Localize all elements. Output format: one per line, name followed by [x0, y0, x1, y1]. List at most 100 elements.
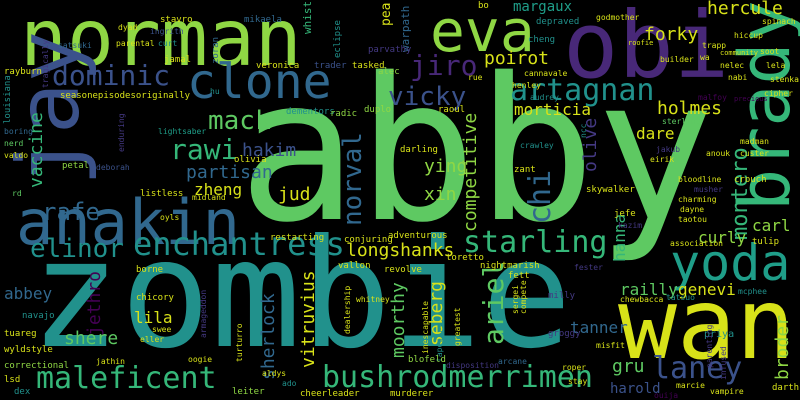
word-trapp: trapp	[702, 41, 727, 50]
word-elinor: elinor	[30, 234, 124, 264]
word-compete: compete	[519, 280, 528, 314]
word-hu: hu	[210, 87, 220, 96]
word-poirot: poirot	[484, 48, 550, 69]
word-tulip: tulip	[752, 237, 780, 247]
word-oyls: oyls	[160, 213, 180, 222]
word-marcie: marcie	[676, 381, 705, 390]
word-wyldstyle: wyldstyle	[4, 345, 53, 355]
word-louisiana: louisiana	[3, 75, 13, 124]
word-parenting: parenting	[705, 324, 714, 368]
word-norval: norval	[338, 132, 368, 226]
word-margaux: margaux	[513, 0, 573, 15]
word-sterling: sterling	[662, 117, 701, 126]
word-artagnan: artagnan	[510, 73, 655, 108]
word-lila: lila	[134, 308, 173, 327]
word-bloodline: bloodline	[678, 175, 722, 184]
word-norman: norman	[20, 0, 302, 84]
word-kazim: kazim	[618, 221, 643, 230]
word-radic: radic	[330, 109, 358, 119]
word-priya: priya	[704, 329, 735, 340]
word-abby: abby	[238, 35, 715, 266]
word-dyad: dyad	[118, 23, 138, 32]
word-henley: henley	[512, 81, 541, 90]
word-harold: harold	[610, 381, 661, 397]
word-murderer: murderer	[390, 389, 434, 399]
word-groggy: groggy	[548, 329, 581, 339]
word-obi: obi	[563, 0, 730, 99]
word-skywalker: skywalker	[586, 185, 635, 195]
word-dominic: dominic	[52, 59, 171, 92]
word-fett: fett	[508, 271, 530, 281]
word-midland: midland	[192, 193, 226, 202]
word-rue: rue	[468, 73, 483, 82]
word-yoda: yoda	[670, 234, 791, 292]
word-morticia: morticia	[514, 100, 592, 119]
word-jakub: jakub	[656, 145, 681, 154]
word-hercule: hercule	[707, 0, 783, 19]
word-blofeld: blofeld	[408, 355, 446, 365]
word-tatsuo: tatsuo	[666, 293, 695, 302]
word-rawi: rawi	[170, 133, 238, 166]
word-holmes: holmes	[657, 98, 723, 119]
word-mikaela: mikaela	[244, 15, 282, 25]
word-whist: whist	[301, 0, 314, 34]
word-musher: musher	[694, 185, 723, 194]
word-olivia: olivia	[234, 155, 267, 165]
word-maleficent: maleficent	[36, 361, 217, 396]
word-zombie: zombie	[30, 208, 572, 382]
word-borne: borne	[136, 265, 164, 275]
word-railly: railly	[620, 280, 678, 299]
word-jathin: jathin	[96, 357, 125, 366]
word-eclipse: eclipse	[333, 20, 343, 58]
word-xin: xin	[424, 184, 457, 205]
word-parental: parental	[116, 39, 155, 48]
word-ying: ying	[424, 156, 468, 177]
word-association: association	[670, 239, 723, 248]
word-trader: trader	[314, 61, 347, 71]
word-wa: wa	[700, 53, 710, 62]
word-jefe: jefe	[614, 209, 636, 219]
word-whitney: whitney	[356, 295, 390, 304]
word-tuareg: tuareg	[4, 329, 37, 339]
word-nelec: nelec	[720, 61, 745, 70]
word-oogie: oogie	[188, 355, 213, 364]
word-longshanks: longshanks	[346, 240, 455, 261]
word-custer: custer	[740, 149, 769, 158]
word-pea: pea	[379, 2, 394, 26]
word-lightsaber: lightsaber	[158, 127, 207, 136]
word-satsuki: satsuki	[58, 41, 92, 50]
word-malfoy: malfoy	[698, 93, 727, 102]
word-toretto: toretto	[446, 253, 484, 263]
word-rafe: rafe	[42, 198, 100, 226]
word-darth: darth	[772, 383, 800, 393]
word-stenka: stenka	[770, 75, 799, 84]
word-bo: bo	[478, 1, 489, 11]
word-chewbacca: chewbacca	[620, 295, 664, 304]
word-dare: dare	[636, 124, 675, 143]
word-partisan: partisan	[186, 162, 273, 183]
word-shere: shere	[64, 328, 119, 349]
word-petal: petal	[62, 161, 90, 171]
word-community: community	[720, 49, 758, 57]
word-starling: starling	[463, 225, 608, 260]
word-clone: clone	[187, 54, 332, 110]
word-vampire: vampire	[710, 387, 744, 396]
word-conjuring: conjuring	[344, 235, 393, 245]
word-rayburn: rayburn	[4, 67, 42, 77]
word-taotou: taotou	[678, 215, 707, 224]
word-dex: dex	[14, 387, 31, 397]
word-tasked: tasked	[352, 61, 385, 71]
word-hiccup: hiccup	[734, 31, 763, 40]
word-nabi: nabi	[728, 73, 748, 82]
word-mack: mack	[208, 106, 271, 136]
word-charming: charming	[678, 195, 717, 204]
word-boring: boring	[4, 127, 33, 136]
word-jiro: jiro	[410, 49, 478, 82]
word-cipher: cipher	[764, 89, 793, 98]
word-jud: jud	[278, 184, 311, 205]
word-cannavale: cannavale	[524, 69, 568, 78]
word-wan: wan	[618, 268, 796, 382]
word-lsd: lsd	[4, 375, 21, 385]
word-jethro: jethro	[84, 270, 105, 336]
word-builder: builder	[660, 55, 694, 64]
